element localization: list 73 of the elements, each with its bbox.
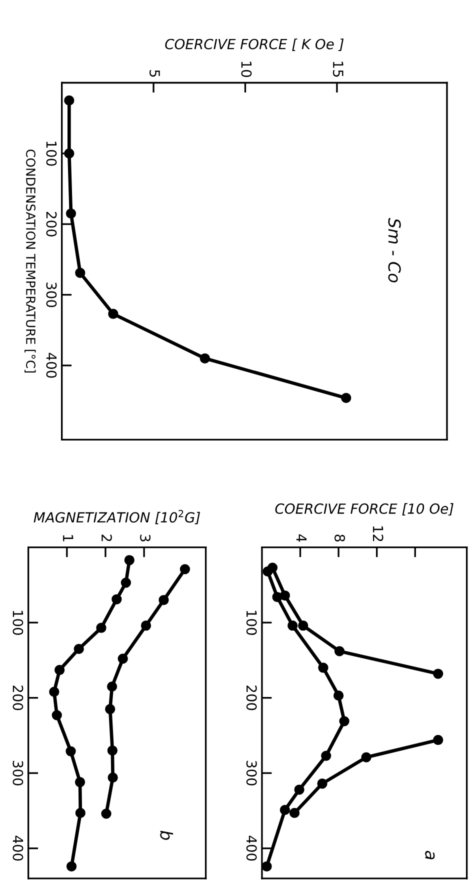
point xyxy=(64,148,74,159)
point xyxy=(288,620,298,631)
x-axis-title: COERCIVE FORCE [ K Oe ] xyxy=(165,38,344,51)
x-tick-label: 4 xyxy=(296,534,307,542)
point xyxy=(52,710,62,720)
point xyxy=(96,622,106,633)
x-tick-label: 1 xyxy=(63,535,74,542)
y-tick-label: 400 xyxy=(12,836,24,861)
y-tick-label: 400 xyxy=(246,836,257,861)
point xyxy=(361,752,372,762)
point xyxy=(120,578,131,588)
x-tick-label: 8 xyxy=(334,534,346,542)
point xyxy=(341,392,352,404)
point xyxy=(54,664,65,676)
point xyxy=(106,681,118,692)
annotation: Sm - Co xyxy=(388,218,401,282)
point xyxy=(294,784,304,795)
x-axis-title: MAGNETIZATION [10$^{2}$G] xyxy=(34,510,200,524)
point xyxy=(74,644,84,654)
point xyxy=(262,861,272,872)
y-tick-label: 100 xyxy=(46,142,57,166)
y-tick-label: 200 xyxy=(46,212,57,236)
x-tick-label: 5 xyxy=(150,70,160,77)
annotation: a xyxy=(425,850,435,860)
point xyxy=(333,690,344,701)
point xyxy=(272,592,282,602)
point xyxy=(289,808,300,818)
x-tick-label: 3 xyxy=(140,534,151,542)
x-tick-label: 2 xyxy=(102,534,112,542)
y-axis-title: CONDENSATION TEMPERATURE [°C] xyxy=(24,150,36,372)
point xyxy=(317,778,328,789)
y-tick-label: 300 xyxy=(246,760,257,786)
point xyxy=(140,620,152,631)
point xyxy=(280,804,290,816)
point xyxy=(66,746,76,756)
point xyxy=(180,564,190,574)
point xyxy=(66,861,77,872)
point xyxy=(339,716,350,726)
point xyxy=(118,654,128,664)
y-tick-label: 100 xyxy=(246,610,257,635)
point xyxy=(75,808,86,818)
y-tick-label: 200 xyxy=(246,686,257,710)
point xyxy=(262,566,273,576)
y-tick-label: 300 xyxy=(46,282,57,308)
point xyxy=(107,745,118,756)
y-tick-label: 400 xyxy=(46,352,57,378)
x-axis-title: COERCIVE FORCE [10 Oe] xyxy=(275,503,454,516)
point xyxy=(321,750,332,761)
point xyxy=(200,353,210,364)
point xyxy=(158,594,169,606)
point xyxy=(74,777,86,788)
point xyxy=(49,686,60,697)
point xyxy=(298,620,308,631)
x-tick-label: 12 xyxy=(372,526,384,542)
point xyxy=(334,646,345,656)
point xyxy=(433,668,444,679)
point xyxy=(108,308,118,319)
annotation: b xyxy=(160,830,174,840)
point xyxy=(64,95,74,106)
point xyxy=(112,594,122,604)
point xyxy=(433,734,444,746)
y-tick-label: 200 xyxy=(12,686,24,710)
point xyxy=(124,555,134,566)
point xyxy=(75,268,86,278)
x-tick-label: 10 xyxy=(241,62,252,77)
point xyxy=(66,208,76,219)
point xyxy=(105,704,116,714)
x-tick-label: 15 xyxy=(332,62,344,77)
y-tick-label: 100 xyxy=(12,610,24,635)
point xyxy=(318,662,328,673)
point xyxy=(108,772,118,783)
y-tick-label: 300 xyxy=(12,760,24,786)
point xyxy=(101,808,112,819)
